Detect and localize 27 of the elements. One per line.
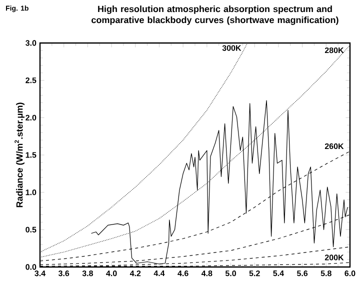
series-label: 280K	[324, 47, 344, 54]
y-tick-label: 1.5	[26, 152, 36, 158]
series-label: 260K	[324, 143, 344, 150]
x-tick-label: 6.0	[344, 270, 356, 276]
x-tick-label: 3.4	[34, 270, 46, 276]
x-tick-label: 4.8	[201, 270, 212, 276]
x-tick-label: 5.8	[320, 270, 332, 276]
x-tick-label: 5.2	[249, 270, 260, 276]
x-tick-label: 5.4	[273, 270, 284, 276]
y-tick-label: 0.0	[26, 264, 36, 270]
x-tick-label: 3.8	[82, 270, 94, 276]
chart-title: High resolution atmospheric absorption spectrum and comparative blackbody curves (shortwave magnification)	[92, 6, 338, 25]
y-tick-label: 2.0	[26, 114, 36, 120]
x-tick-label: 4.0	[106, 270, 117, 276]
y-tick-label: 1.0	[26, 189, 36, 196]
y-tick-label: 3.0	[26, 40, 36, 46]
x-tick-label: 3.6	[58, 270, 70, 276]
x-tick-label: 4.2	[130, 270, 141, 276]
y-axis-title: Radiance (W/m$^{2}$.ster.µm)	[14, 102, 24, 208]
x-tick-label: 4.4	[154, 270, 165, 276]
x-tick-label: 5.0	[225, 270, 236, 276]
y-tick-label: 0.5	[26, 226, 36, 232]
series-label: 200K	[324, 254, 344, 260]
x-tick-label: 4.6	[178, 270, 188, 276]
series-label: 300K	[222, 45, 242, 51]
y-tick-label: 2.5	[26, 78, 36, 84]
x-tick-label: 5.6	[296, 270, 308, 276]
